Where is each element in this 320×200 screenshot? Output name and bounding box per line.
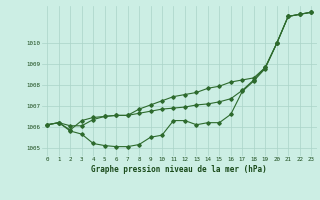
X-axis label: Graphe pression niveau de la mer (hPa): Graphe pression niveau de la mer (hPa) [91,165,267,174]
